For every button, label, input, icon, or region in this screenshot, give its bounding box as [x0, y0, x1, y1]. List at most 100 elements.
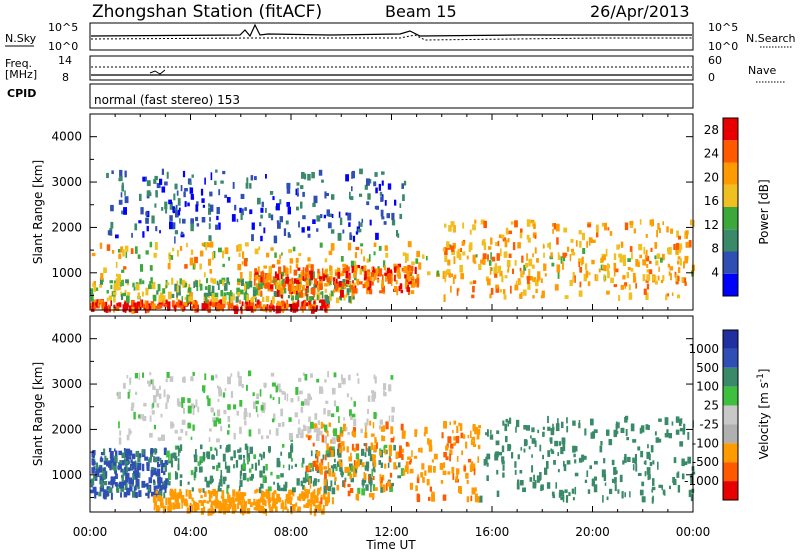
power-cell: [175, 210, 179, 218]
power-cell: [159, 230, 161, 234]
velocity-cell: [621, 491, 624, 499]
power-cell: [656, 253, 661, 259]
velocity-cell: [426, 479, 430, 486]
power-cell: [171, 293, 175, 298]
velocity-cell: [152, 385, 156, 390]
velocity-cell: [362, 478, 367, 483]
velocity-cell: [125, 474, 129, 483]
power-cell: [443, 294, 446, 302]
velocity-cell: [154, 448, 157, 455]
velocity-cell: [316, 456, 319, 463]
power-cell: [668, 271, 671, 276]
power-cell: [361, 265, 365, 270]
power-cell: [277, 284, 281, 291]
power-cell: [557, 271, 560, 279]
power-cell: [519, 232, 523, 239]
velocity-cell: [294, 463, 297, 467]
power-cell: [324, 301, 327, 306]
velocity-cell: [427, 438, 430, 445]
power-cell: [520, 292, 523, 299]
velocity-cell: [466, 496, 470, 503]
velocity-cell: [578, 457, 583, 463]
power-cell: [451, 245, 455, 252]
power-cell: [512, 242, 516, 251]
power-cell: [656, 230, 658, 238]
power-cell: [324, 283, 328, 287]
power-cell: [331, 290, 334, 297]
power-cell: [295, 282, 300, 289]
power-cell: [236, 218, 239, 223]
velocity-cell: [265, 489, 270, 497]
power-cell: [360, 248, 363, 255]
power-cell: [164, 181, 168, 186]
power-cell: [201, 217, 206, 223]
power-cell: [273, 235, 278, 244]
power-cell: [339, 217, 343, 226]
velocity-cell: [249, 468, 252, 473]
velocity-cell: [348, 374, 351, 381]
power-cell: [291, 295, 294, 301]
velocity-cell: [387, 462, 390, 468]
power-cell: [133, 302, 137, 309]
velocity-cell: [374, 376, 377, 384]
power-cell: [133, 286, 136, 291]
power-cell: [184, 264, 188, 269]
velocity-cell: [593, 476, 597, 481]
power-cell: [375, 187, 378, 194]
velocity-colorbar-label: Velocity [m s-1]: [756, 369, 771, 460]
velocity-cell: [339, 462, 343, 468]
velocity-cell: [169, 376, 174, 382]
power-cell: [295, 295, 299, 301]
power-cell: [385, 252, 389, 258]
velocity-cell: [150, 379, 153, 385]
power-cell: [278, 266, 282, 275]
velocity-cell: [275, 385, 278, 393]
velocity-cell: [550, 427, 555, 436]
power-cell: [195, 280, 199, 287]
power-cell: [364, 184, 368, 190]
velocity-cell: [330, 450, 334, 458]
velocity-cell: [156, 403, 160, 408]
power-cell: [265, 207, 267, 213]
power-cell: [292, 290, 296, 294]
velocity-cell: [463, 466, 467, 471]
power-cell: [296, 290, 300, 298]
velocity-cell: [149, 432, 153, 438]
velocity-cell: [127, 391, 130, 399]
velocity-cell: [129, 486, 133, 492]
velocity-cell: [115, 450, 118, 457]
power-cell: [122, 279, 124, 287]
velocity-cell: [217, 462, 221, 468]
velocity-cell: [550, 448, 552, 452]
power-cell: [366, 201, 370, 206]
velocity-cell: [222, 392, 226, 398]
velocity-cell: [176, 492, 181, 499]
velocity-cell: [91, 467, 95, 474]
velocity-cell: [297, 427, 301, 435]
nsky-frame: [89, 22, 694, 51]
velocity-cell: [349, 415, 353, 420]
power-cell: [226, 292, 229, 296]
velocity-cell: [126, 434, 130, 441]
power-cell: [489, 267, 492, 275]
power-cell: [468, 244, 471, 253]
velocity-cell: [690, 494, 693, 502]
power-cell: [145, 287, 149, 296]
velocity-cell: [261, 408, 266, 413]
power-cell: [480, 259, 485, 264]
velocity-cell: [195, 449, 197, 455]
power-cell: [384, 245, 388, 251]
power-cell: [176, 291, 178, 298]
power-cell: [407, 285, 409, 291]
velocity-cell: [327, 371, 329, 378]
velocity-cell: [108, 487, 113, 494]
velocity-cell: [415, 485, 418, 492]
power-cell: [418, 262, 422, 270]
power-cell: [267, 272, 272, 281]
velocity-colorbar-tick: 1000: [688, 342, 719, 356]
velocity-cell: [690, 478, 694, 484]
power-cell: [408, 280, 412, 285]
velocity-cell: [108, 481, 111, 485]
velocity-cell: [519, 470, 523, 474]
power-cell: [302, 215, 306, 220]
